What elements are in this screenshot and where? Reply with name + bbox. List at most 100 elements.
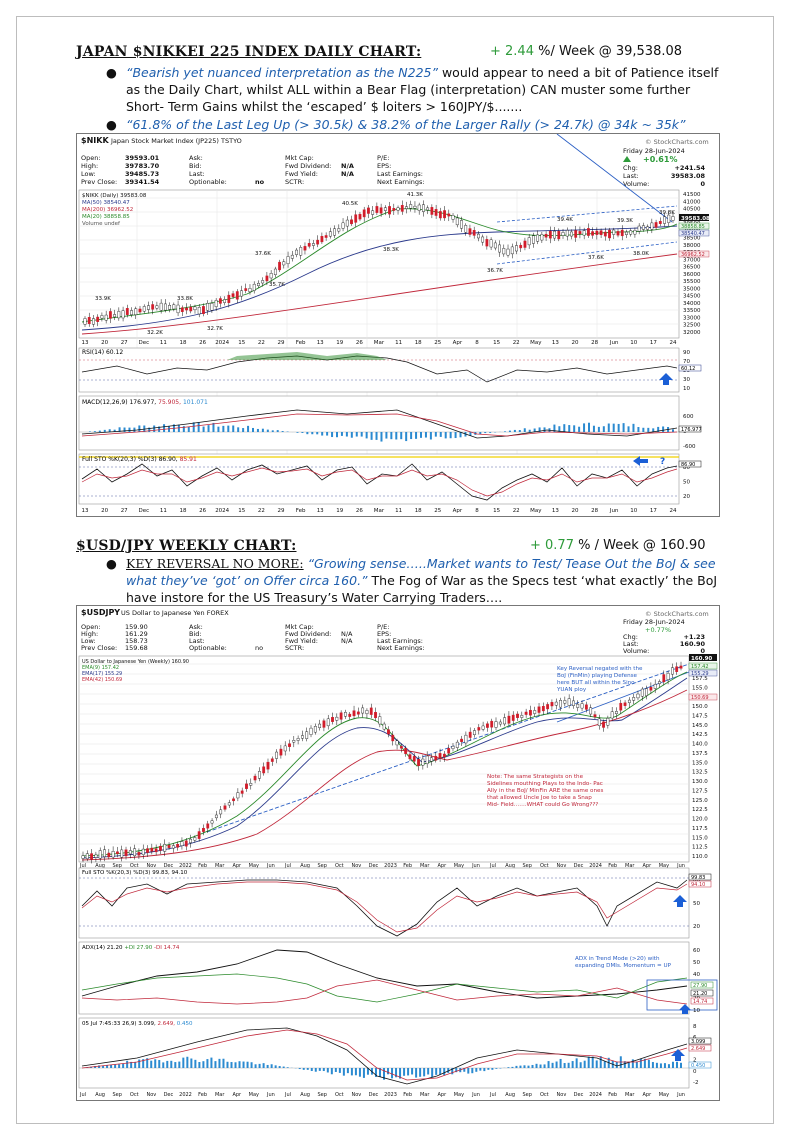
histogram-bar bbox=[454, 432, 457, 439]
histogram-bar bbox=[258, 1063, 261, 1068]
c1-date-tick: 22 bbox=[258, 340, 265, 346]
c2-date-tick: Jul bbox=[79, 863, 86, 869]
candle-body bbox=[506, 248, 510, 256]
c2-price-tick: 125.0 bbox=[692, 798, 708, 804]
c2-date-tick: Jun bbox=[471, 1092, 480, 1098]
histogram-bar bbox=[232, 425, 235, 432]
c1-price-tick: 34000 bbox=[683, 301, 701, 307]
nikkei-bullet-1: ● “Bearish yet nuanced interpretation as… bbox=[106, 64, 720, 115]
c1-ma50-line bbox=[81, 225, 678, 331]
c1-date-tick: 17 bbox=[650, 340, 657, 346]
histogram-bar bbox=[162, 1062, 165, 1068]
c1-macd-histogram bbox=[88, 422, 674, 442]
candle-body bbox=[523, 240, 527, 248]
histogram-bar bbox=[250, 1062, 253, 1068]
c1-price-axis: 4150041000405004000039500390003850038000… bbox=[683, 192, 701, 336]
histogram-bar bbox=[345, 432, 348, 437]
c2-adx-tick: 60 bbox=[693, 948, 700, 954]
candle-body bbox=[309, 727, 313, 735]
c2-adx-plus: +DI 27.90 bbox=[124, 945, 152, 951]
c2-tag-ema17-box bbox=[688, 669, 718, 677]
c1-legend-ma50: MA(50) 38540.47 bbox=[82, 200, 130, 206]
c1-ann: 35.7K bbox=[269, 282, 285, 288]
candle-body bbox=[649, 687, 653, 691]
c1-date-tick: Jun bbox=[609, 340, 619, 346]
candle-body bbox=[214, 814, 218, 819]
histogram-bar bbox=[102, 1065, 105, 1068]
candle-body bbox=[362, 209, 366, 218]
histogram-bar bbox=[212, 422, 215, 432]
c2-pe-label: P/E: bbox=[377, 623, 389, 631]
c1-date-tick: 13 bbox=[552, 340, 559, 346]
c1-date-tick: 15 bbox=[238, 508, 245, 514]
c2-date-tick: Sep bbox=[112, 1092, 121, 1098]
c1-date-tick: 11 bbox=[160, 340, 167, 346]
c1-ask-label: Ask: bbox=[189, 154, 203, 162]
candle-body bbox=[244, 288, 248, 291]
c2-date-tick: Jun bbox=[676, 1092, 685, 1098]
histogram-bar bbox=[192, 422, 195, 432]
histogram-bar bbox=[511, 1066, 514, 1068]
candle-body bbox=[602, 721, 605, 728]
histogram-bar bbox=[118, 427, 121, 432]
histogram-bar bbox=[276, 430, 279, 432]
c2-date-tick: Jun bbox=[266, 1092, 275, 1098]
candle-body bbox=[167, 844, 171, 848]
c2-legend-ema9: EMA(9) 157.42 bbox=[82, 665, 119, 671]
c2-price-tick: 150.0 bbox=[692, 704, 708, 710]
histogram-bar bbox=[568, 425, 571, 432]
histogram-bar bbox=[391, 1068, 394, 1079]
histogram-bar bbox=[374, 1068, 377, 1077]
candle-body bbox=[633, 230, 637, 235]
histogram-bar bbox=[261, 428, 264, 432]
c2-adx-up-arrow-icon bbox=[679, 1004, 691, 1014]
candle-body bbox=[417, 204, 421, 211]
candle-body bbox=[662, 674, 666, 683]
c1-date-tick: 13 bbox=[82, 508, 89, 514]
candle-body bbox=[331, 717, 334, 722]
histogram-bar bbox=[214, 1061, 217, 1068]
c1-legend-ma200: MA(200) 36962.52 bbox=[82, 207, 133, 213]
c2-open-value: 159.90 bbox=[125, 623, 148, 631]
c2-tag-ema17: 155.29 bbox=[691, 671, 709, 677]
c1-sctr-label: SCTR: bbox=[285, 178, 304, 186]
candle-body bbox=[146, 848, 149, 853]
candle-body bbox=[559, 700, 562, 708]
candle-body bbox=[301, 735, 304, 739]
c1-date-tick: 29 bbox=[278, 340, 285, 346]
histogram-bar bbox=[252, 427, 254, 432]
candle-body bbox=[227, 802, 231, 806]
c2-date-tick: Dec bbox=[164, 863, 174, 869]
candle-body bbox=[574, 230, 578, 238]
c2-ema9-line bbox=[81, 671, 688, 857]
histogram-bar bbox=[591, 1056, 594, 1068]
c2-date-tick: Dec bbox=[369, 863, 379, 869]
candle-body bbox=[279, 748, 283, 756]
c2-mktcap-label: Mkt Cap: bbox=[285, 623, 314, 631]
histogram-bar bbox=[122, 1063, 125, 1068]
c2-date-tick: 2024 bbox=[589, 863, 602, 869]
candle-body bbox=[252, 283, 256, 291]
candle-body bbox=[615, 711, 618, 714]
histogram-bar bbox=[166, 1060, 169, 1068]
candle-body bbox=[593, 714, 597, 718]
c1-tag-ma50-box bbox=[678, 229, 710, 237]
candle-body bbox=[172, 304, 176, 310]
c1-volume-value: 0 bbox=[700, 180, 705, 188]
histogram-bar bbox=[148, 427, 151, 432]
c1-sto-tag: 86.90 bbox=[681, 462, 695, 468]
c1-pe-label: P/E: bbox=[377, 154, 389, 162]
c2-price-tick: 145.0 bbox=[692, 723, 708, 729]
candle-body bbox=[253, 775, 257, 781]
c2-macd-up-arrow-icon bbox=[671, 1049, 685, 1061]
c2-adx-tag1: 27.90 bbox=[693, 983, 707, 989]
candle-body bbox=[610, 711, 614, 719]
candle-body bbox=[529, 709, 532, 716]
c2-date-tick: May bbox=[659, 1092, 669, 1098]
histogram-bar bbox=[655, 1062, 658, 1068]
candle-body bbox=[333, 228, 336, 236]
c2-adx-panel bbox=[78, 941, 690, 1015]
c1-date-tick: 11 bbox=[395, 340, 402, 346]
histogram-bar bbox=[194, 1059, 197, 1068]
c2-name: US Dollar to Japanese Yen FOREX bbox=[121, 609, 229, 617]
